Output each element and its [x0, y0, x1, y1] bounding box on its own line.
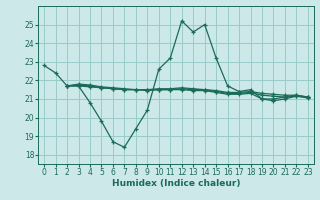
X-axis label: Humidex (Indice chaleur): Humidex (Indice chaleur) [112, 179, 240, 188]
